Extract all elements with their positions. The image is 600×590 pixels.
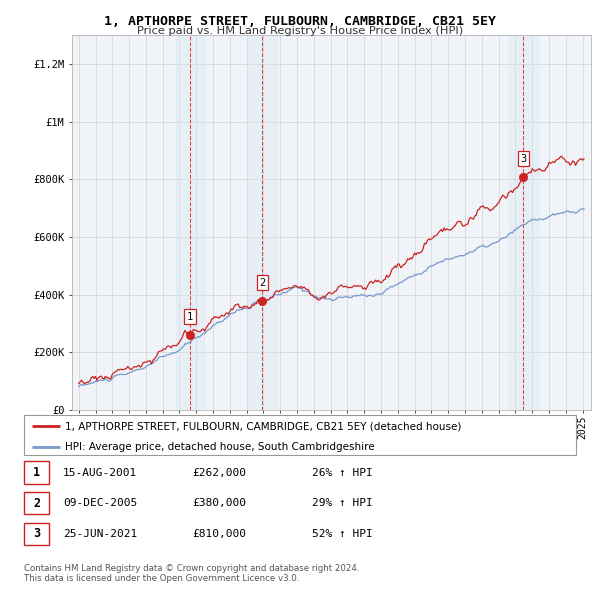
Text: HPI: Average price, detached house, South Cambridgeshire: HPI: Average price, detached house, Sout… bbox=[65, 442, 375, 452]
Text: 2: 2 bbox=[33, 497, 40, 510]
Bar bbox=[509, 35, 538, 410]
Text: 1: 1 bbox=[33, 466, 40, 479]
Text: 3: 3 bbox=[520, 153, 527, 163]
Text: £380,000: £380,000 bbox=[192, 499, 246, 508]
Text: Contains HM Land Registry data © Crown copyright and database right 2024.
This d: Contains HM Land Registry data © Crown c… bbox=[24, 563, 359, 583]
Text: 52% ↑ HPI: 52% ↑ HPI bbox=[312, 529, 373, 539]
Bar bbox=[176, 35, 204, 410]
FancyBboxPatch shape bbox=[24, 415, 576, 455]
Text: 29% ↑ HPI: 29% ↑ HPI bbox=[312, 499, 373, 508]
Text: £262,000: £262,000 bbox=[192, 468, 246, 477]
Text: 26% ↑ HPI: 26% ↑ HPI bbox=[312, 468, 373, 477]
Text: Price paid vs. HM Land Registry's House Price Index (HPI): Price paid vs. HM Land Registry's House … bbox=[137, 26, 463, 36]
Text: 1, APTHORPE STREET, FULBOURN, CAMBRIDGE, CB21 5EY (detached house): 1, APTHORPE STREET, FULBOURN, CAMBRIDGE,… bbox=[65, 421, 462, 431]
Text: 1, APTHORPE STREET, FULBOURN, CAMBRIDGE, CB21 5EY: 1, APTHORPE STREET, FULBOURN, CAMBRIDGE,… bbox=[104, 15, 496, 28]
Text: 2: 2 bbox=[259, 277, 266, 287]
Text: 1: 1 bbox=[187, 312, 193, 322]
Bar bbox=[248, 35, 277, 410]
Text: 25-JUN-2021: 25-JUN-2021 bbox=[63, 529, 137, 539]
Text: 09-DEC-2005: 09-DEC-2005 bbox=[63, 499, 137, 508]
Text: £810,000: £810,000 bbox=[192, 529, 246, 539]
Text: 15-AUG-2001: 15-AUG-2001 bbox=[63, 468, 137, 477]
Text: 3: 3 bbox=[33, 527, 40, 540]
